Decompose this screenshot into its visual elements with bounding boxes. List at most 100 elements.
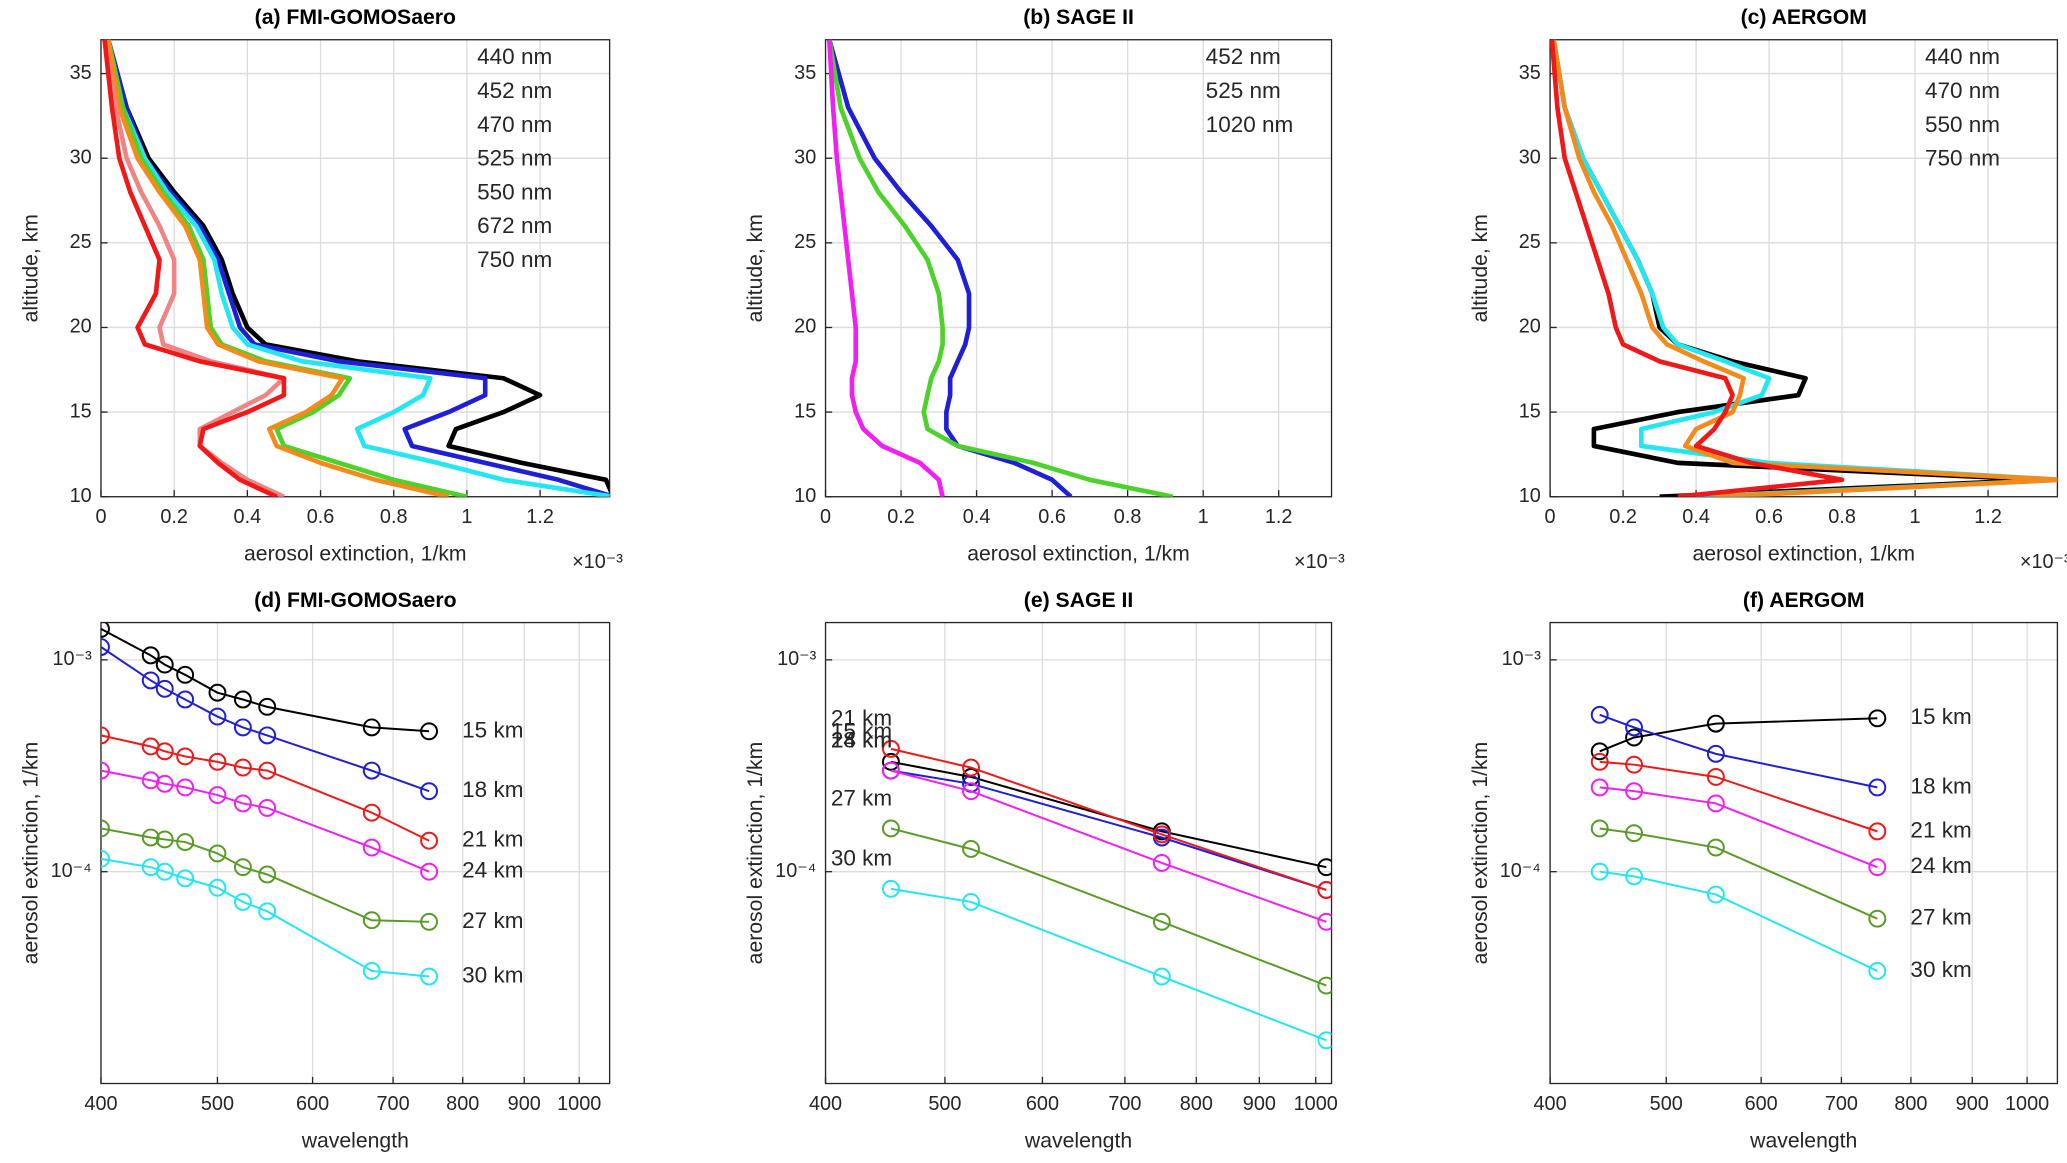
- profile-line: [1550, 39, 1845, 497]
- legend-label: 440 nm: [1925, 44, 2000, 69]
- marker: [1152, 912, 1171, 931]
- marker: [208, 878, 227, 897]
- x-axis-label: wavelength: [301, 1129, 409, 1152]
- x-tick-label: 0.2: [1609, 506, 1637, 528]
- axes-frame: [1549, 39, 2059, 498]
- marker: [362, 911, 381, 930]
- marker: [962, 758, 980, 777]
- x-tick-label: 800: [1180, 1093, 1213, 1115]
- marker: [881, 761, 900, 780]
- x-tick-label: 900: [1243, 1093, 1276, 1115]
- series-layer: [100, 622, 439, 986]
- marker: [258, 865, 277, 884]
- marker: [258, 697, 277, 716]
- marker: [420, 831, 439, 850]
- marker: [155, 774, 174, 793]
- series-line: [1599, 717, 1878, 753]
- x-tick-label: 700: [1825, 1093, 1858, 1115]
- series-layer: [1590, 705, 1887, 980]
- marker: [155, 679, 174, 698]
- chart-title: (c) AERGOM: [1741, 6, 1867, 29]
- x-tick-label: 0.8: [1114, 506, 1142, 528]
- x-tick-label: 0: [95, 506, 106, 528]
- series-line: [1599, 786, 1878, 869]
- marker: [1152, 825, 1171, 844]
- marker: [100, 819, 110, 838]
- marker: [233, 858, 252, 877]
- legend-label: 550 nm: [1925, 112, 2000, 137]
- marker: [362, 838, 381, 857]
- marker: [1706, 885, 1725, 904]
- chart-title: (e) SAGE II: [1024, 589, 1134, 612]
- legend-label: 525 nm: [1206, 78, 1281, 103]
- x-tick-label: 0.4: [1682, 506, 1710, 528]
- x-tick-label: 400: [1534, 1093, 1567, 1115]
- x-tick-label: 900: [1956, 1093, 1989, 1115]
- marker: [962, 768, 980, 786]
- y-tick-label: 35: [794, 62, 816, 84]
- axes-frame: [1549, 621, 2059, 1085]
- marker: [1317, 858, 1332, 877]
- marker: [1590, 742, 1609, 761]
- y-tick-label: 10⁻⁴: [1500, 860, 1541, 882]
- marker: [1625, 867, 1643, 886]
- x-tick-label: 0: [820, 506, 831, 528]
- marker: [100, 622, 110, 638]
- x-scale-label: ×10⁻³: [572, 551, 623, 573]
- x-tick-label: 600: [1745, 1093, 1778, 1115]
- marker: [208, 752, 227, 771]
- plot-area: [100, 39, 610, 497]
- x-tick-label: 600: [1026, 1093, 1059, 1115]
- marker: [1868, 961, 1887, 980]
- x-tick-label: 1000: [557, 1093, 601, 1115]
- chart-title: (b) SAGE II: [1023, 6, 1134, 29]
- marker: [208, 844, 227, 863]
- marker: [176, 833, 195, 852]
- marker: [1706, 714, 1725, 733]
- marker: [1625, 824, 1643, 843]
- profile-line: [1551, 39, 2058, 497]
- series-line: [1599, 760, 1878, 833]
- x-tick-label: 1.2: [526, 506, 554, 528]
- chart-title: (a) FMI-GOMOSaero: [255, 6, 456, 29]
- x-tick-label: 700: [376, 1093, 409, 1115]
- marker: [141, 646, 160, 665]
- x-tick-label: 1: [461, 506, 472, 528]
- y-tick-label: 30: [1519, 146, 1541, 168]
- plot-area: [825, 622, 1332, 1084]
- x-tick-label: 0.8: [380, 506, 408, 528]
- series-label: 21 km: [831, 706, 892, 731]
- series-layer: [102, 39, 610, 497]
- legend-label: 525 nm: [477, 146, 552, 171]
- marker: [1317, 881, 1332, 899]
- marker: [1317, 1031, 1332, 1050]
- marker: [1868, 709, 1887, 728]
- marker: [233, 794, 252, 813]
- series-label: 27 km: [831, 785, 892, 810]
- legend-label: 550 nm: [477, 179, 552, 204]
- series-line: [890, 760, 1327, 869]
- plot-area: [1550, 39, 2058, 497]
- series-label: 18 km: [462, 777, 523, 802]
- x-tick-label: 1000: [2005, 1093, 2049, 1115]
- marker: [1625, 782, 1643, 801]
- marker: [362, 761, 381, 780]
- marker: [258, 761, 277, 780]
- y-axis-label: altitude, km: [1469, 214, 1492, 322]
- y-tick-label: 30: [794, 146, 816, 168]
- x-axis-label: aerosol extinction, 1/km: [967, 543, 1190, 566]
- series-line: [100, 827, 430, 923]
- x-tick-label: 0.2: [887, 506, 915, 528]
- marker: [420, 862, 439, 881]
- marker: [100, 638, 110, 656]
- x-tick-label: 800: [446, 1093, 479, 1115]
- series-label: 24 km: [462, 858, 523, 883]
- x-tick-label: 0.6: [1755, 506, 1783, 528]
- series-layer: [1550, 39, 2058, 497]
- series-label: 30 km: [831, 846, 892, 871]
- marker: [208, 683, 227, 702]
- marker: [233, 690, 252, 709]
- x-axis-label: aerosol extinction, 1/km: [244, 543, 467, 566]
- marker: [881, 879, 900, 898]
- panel: 400 500 600 700 800 900 1000 10⁻⁴ 10⁻³ (f) AERGOM…: [1469, 589, 2059, 1152]
